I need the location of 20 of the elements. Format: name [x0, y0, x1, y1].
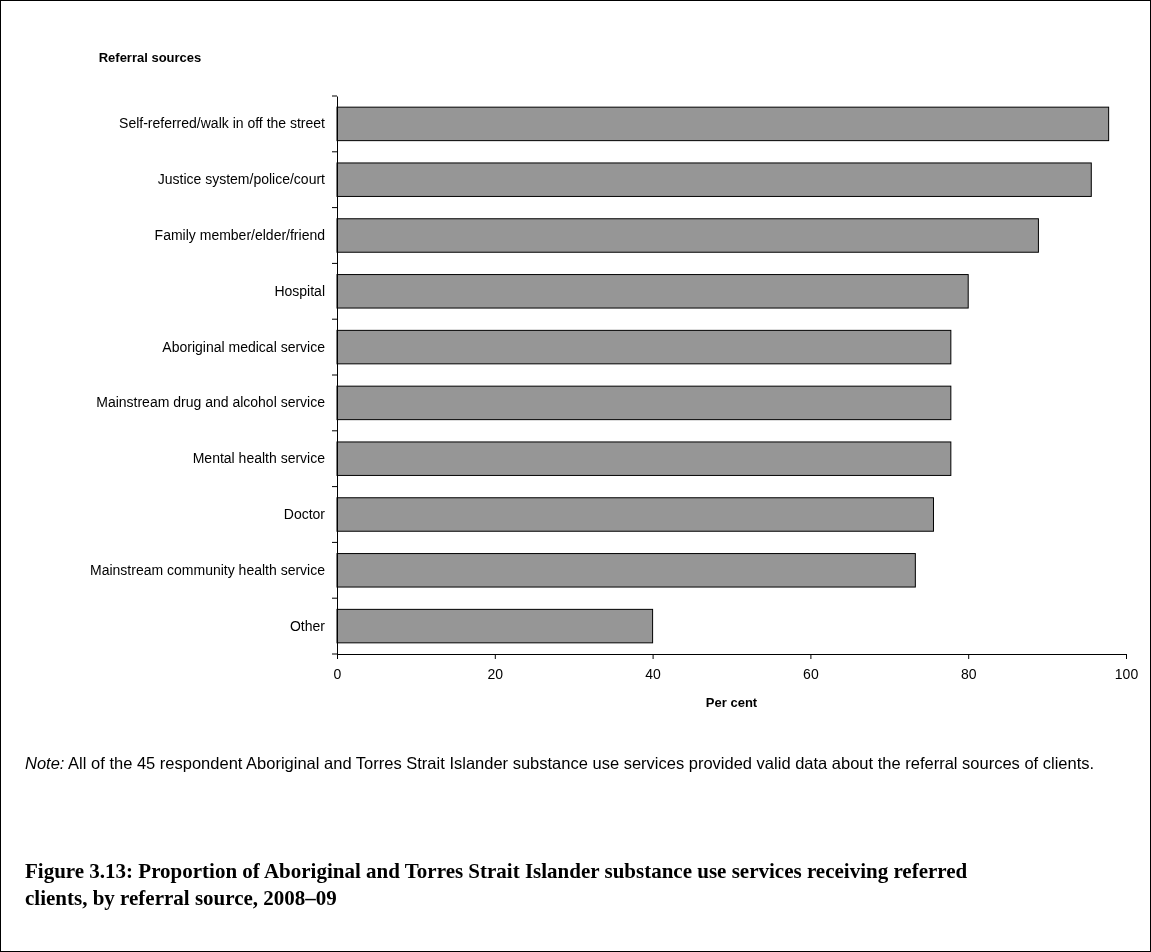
text: Note: All of the 45 respondent Aboriginal and Torres Strait Islander substance use services provided valid data about the referral sources of clients. [25, 754, 1095, 772]
y-tick-label: Doctor [283, 505, 326, 522]
y-tick-label: Aboriginal medical service [162, 338, 326, 355]
x-tick-label: 100 [1114, 665, 1139, 682]
y-tick-label: Justice system/police/court [157, 171, 326, 188]
x-tick-label: 0 [333, 665, 342, 682]
y-tick-label: Family member/elder/friend [154, 226, 325, 243]
x-tick-label: 40 [645, 665, 662, 682]
y-axis-title: Referral sources [98, 50, 202, 65]
y-tick-label: Self-referred/walk in off the street [119, 115, 326, 132]
y-tick-label: Hospital [274, 282, 325, 299]
x-tick-label: 20 [487, 665, 504, 682]
y-tick-label: Mainstream drug and alcohol service [96, 394, 326, 411]
y-tick-label: Mental health service [192, 450, 326, 467]
x-tick-label: 80 [960, 665, 977, 682]
text: Figure 3.13: Proportion of Aboriginal and Torres Strait Islander substance use services receiving referred clients, by referral source, 2008–09 [25, 858, 969, 912]
y-tick-label: Other [289, 617, 326, 634]
x-tick-label: 60 [803, 665, 819, 682]
x-axis-title: Per cent [705, 695, 758, 710]
y-tick-label: Mainstream community health service [90, 561, 326, 578]
